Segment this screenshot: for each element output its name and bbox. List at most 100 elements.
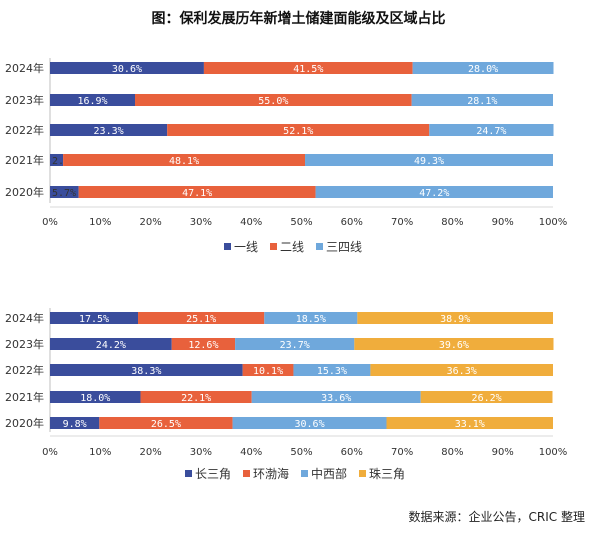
legend-swatch xyxy=(270,243,277,250)
category-label: 2022年 xyxy=(5,123,44,137)
legend-swatch xyxy=(359,470,366,477)
data-label: 52.1% xyxy=(283,126,313,137)
legend-label: 二线 xyxy=(280,240,304,254)
x-tick-label: 100% xyxy=(539,217,568,228)
category-label: 2020年 xyxy=(5,185,44,199)
data-label: 17.5% xyxy=(79,314,109,325)
chart-land-tier: 2024年 30.6% 41.5% 28.0% 2023年 16.9% 55.0% 28.1%… xyxy=(5,58,568,254)
x-tick-label: 30% xyxy=(190,217,212,228)
data-label: 36.3% xyxy=(447,366,477,377)
bar-segment xyxy=(50,62,204,74)
bar-segment xyxy=(50,391,141,403)
data-label: 26.2% xyxy=(472,393,502,404)
category-label: 2020年 xyxy=(5,416,44,430)
x-tick-label: 10% xyxy=(89,217,111,228)
bar-segment xyxy=(63,154,306,166)
data-label: 47.1% xyxy=(182,188,212,199)
legend-label: 环渤海 xyxy=(253,466,289,481)
bar-segment xyxy=(235,338,355,350)
bar-segment xyxy=(357,312,553,324)
data-label: 38.9% xyxy=(440,314,470,325)
data-label: 12.6% xyxy=(188,340,218,351)
bar-segment xyxy=(354,338,554,350)
data-label: 39.6% xyxy=(439,340,469,351)
x-tick-label: 60% xyxy=(341,217,363,228)
x-tick-label: 90% xyxy=(492,217,514,228)
data-label: 26.5% xyxy=(151,419,181,430)
bar-segment xyxy=(140,391,252,403)
data-label: 33.1% xyxy=(455,419,485,430)
x-tick-label: 80% xyxy=(441,217,463,228)
bar-segment xyxy=(411,94,553,106)
data-label: 24.2% xyxy=(96,340,126,351)
bar-segment xyxy=(386,417,553,429)
x-tick-label: 20% xyxy=(139,447,161,458)
x-tick-label: 0% xyxy=(42,447,58,458)
bar-segment xyxy=(50,186,79,198)
data-label: 28.0% xyxy=(468,64,498,75)
data-label: 18.5% xyxy=(296,314,326,325)
data-label: 18.0% xyxy=(80,393,110,404)
data-label: 25.1% xyxy=(186,314,216,325)
x-tick-label: 100% xyxy=(539,447,568,458)
legend-swatch xyxy=(301,470,308,477)
data-label: 41.5% xyxy=(293,64,323,75)
data-label: 10.1% xyxy=(253,366,283,377)
source-note: 数据来源：企业公告，CRIC 整理 xyxy=(408,510,585,524)
bar-segment xyxy=(50,312,139,324)
data-label: 9.8% xyxy=(63,419,87,430)
bar-segment xyxy=(78,186,316,198)
x-tick-label: 10% xyxy=(89,447,111,458)
x-tick-label: 50% xyxy=(290,447,312,458)
bar-segment xyxy=(167,124,430,136)
x-tick-label: 70% xyxy=(391,217,413,228)
legend-swatch xyxy=(316,243,323,250)
legend-label: 中西部 xyxy=(311,466,347,481)
x-tick-label: 40% xyxy=(240,447,262,458)
bar-segment xyxy=(135,94,412,106)
bar-segment xyxy=(315,186,553,198)
data-label: 47.2% xyxy=(419,188,449,199)
legend-label: 长三角 xyxy=(195,467,231,481)
data-label: 22.1% xyxy=(181,393,211,404)
x-tick-label: 80% xyxy=(441,447,463,458)
x-tick-label: 20% xyxy=(139,217,161,228)
category-label: 2023年 xyxy=(5,93,44,107)
data-label: 24.7% xyxy=(476,126,506,137)
category-label: 2021年 xyxy=(5,390,44,404)
x-tick-label: 40% xyxy=(240,217,262,228)
x-tick-label: 0% xyxy=(42,217,58,228)
bar-segment xyxy=(50,338,172,350)
data-label: 28.1% xyxy=(467,96,497,107)
data-label: 5.7% xyxy=(52,188,76,199)
category-label: 2021年 xyxy=(5,153,44,167)
data-label: 49.3% xyxy=(414,156,444,167)
data-label: 16.9% xyxy=(77,96,107,107)
bar-segment xyxy=(242,364,294,376)
x-tick-label: 90% xyxy=(492,447,514,458)
legend-label: 三四线 xyxy=(326,240,362,254)
bar-segment xyxy=(50,417,100,429)
bar-segment xyxy=(50,154,64,166)
bar-segment xyxy=(99,417,233,429)
category-label: 2022年 xyxy=(5,363,44,377)
category-label: 2023年 xyxy=(5,337,44,351)
category-label: 2024年 xyxy=(5,61,44,75)
data-label: 23.3% xyxy=(94,126,124,137)
legend-label: 珠三角 xyxy=(369,467,405,481)
data-label: 48.1% xyxy=(169,156,199,167)
bar-segment xyxy=(264,312,358,324)
bar-segment xyxy=(412,62,554,74)
x-tick-label: 60% xyxy=(341,447,363,458)
x-tick-label: 30% xyxy=(190,447,212,458)
data-label: 30.6% xyxy=(112,64,142,75)
data-label: 23.7% xyxy=(280,340,310,351)
bar-segment xyxy=(203,62,413,74)
data-label: 15.3% xyxy=(317,366,347,377)
bar-segment xyxy=(232,417,387,429)
bar-segment xyxy=(138,312,265,324)
bar-segment xyxy=(251,391,421,403)
legend-label: 一线 xyxy=(234,240,258,254)
data-label: 55.0% xyxy=(258,96,288,107)
